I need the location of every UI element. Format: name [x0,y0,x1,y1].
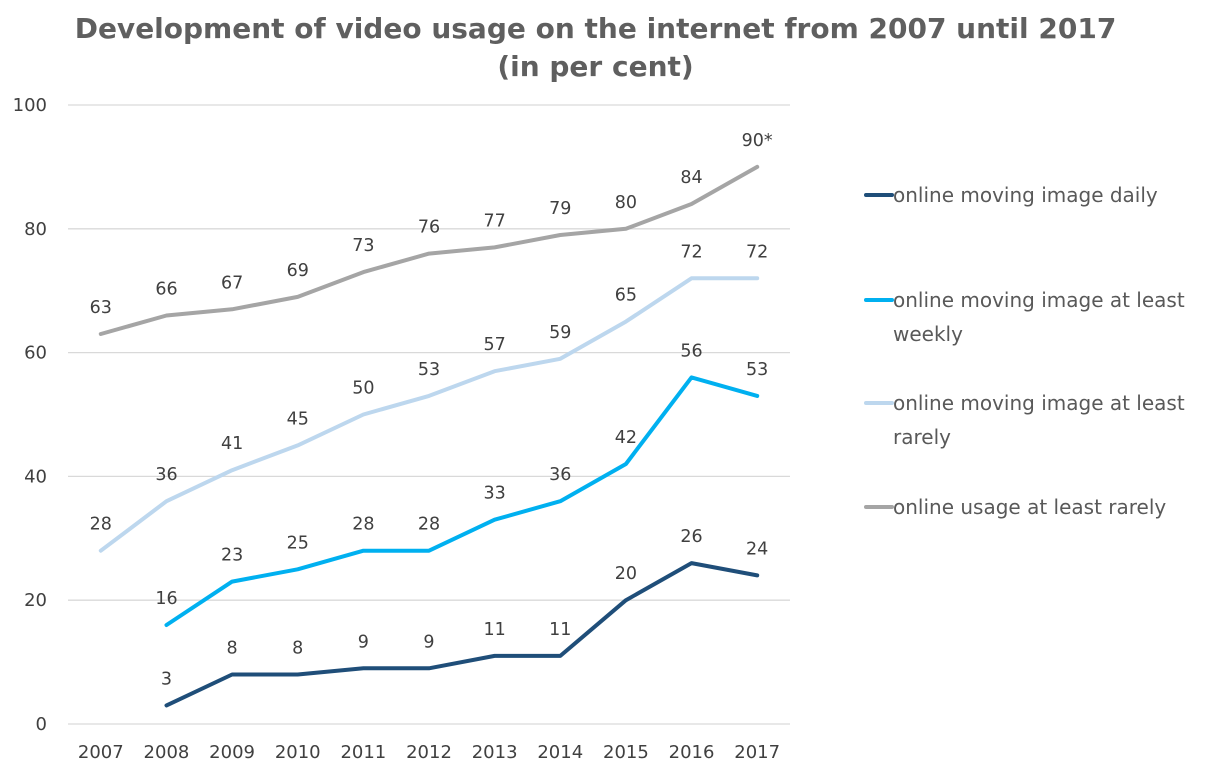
series-4-data-label: 76 [418,218,440,238]
series-4-data-label: 79 [549,199,571,219]
series-4-data-label: 80 [615,193,637,213]
chart-title-line-2: (in per cent) [497,50,694,83]
series-2-data-label: 16 [155,589,177,609]
data-labels: 3 8 8 9 9 11 11 20 26 24 16 23 25 28 28 33 36 42 56 53 28 36 4… [90,131,773,690]
series-3-data-label: 36 [155,465,177,485]
series-3-data-label: 72 [680,242,702,262]
series-2-data-label: 28 [352,515,374,535]
series-3-data-label: 59 [549,323,571,343]
series-2-data-label: 36 [549,465,571,485]
series-1-data-label: 26 [680,527,702,547]
series-1-data-label: 11 [549,620,571,640]
series-2-data-label: 23 [221,546,243,566]
series-4-data-label: 63 [90,298,112,318]
series-1-data-label: 9 [358,632,369,652]
x-tick-label: 2014 [537,742,583,763]
legend-label: online moving image at least [893,288,1185,312]
legend-item-2: online moving image at least weekly [864,288,1185,346]
series-1-data-label: 24 [746,539,768,559]
series-3-data-label: 57 [483,335,505,355]
series-3-line [98,276,760,553]
series-2-data-label: 33 [483,484,505,504]
legend: online moving image daily online moving i… [864,183,1185,519]
series-1-data-label: 20 [615,564,637,584]
gridlines [68,104,790,725]
x-tick-label: 2011 [340,742,386,763]
legend-label: online moving image at least [893,391,1185,415]
x-tick-label: 2017 [734,742,780,763]
legend-item-3: online moving image at least rarely [864,391,1185,449]
series-4-data-label: 67 [221,273,243,293]
x-tick-label: 2009 [209,742,255,763]
series-3-data-label: 45 [287,409,309,429]
series-3-data-label: 72 [746,242,768,262]
y-tick-label: 80 [24,219,47,240]
legend-item-4: online usage at least rarely [864,495,1166,519]
y-tick-label: 20 [24,590,47,611]
y-tick-label: 0 [36,714,47,735]
series-3-data-label: 53 [418,360,440,380]
series-4-data-label: 84 [680,168,702,188]
y-tick-label: 40 [24,466,47,487]
series-1-line [164,561,760,708]
x-tick-label: 2007 [78,742,124,763]
x-tick-label: 2015 [603,742,649,763]
series-2-data-label: 42 [615,428,637,448]
x-tick-label: 2008 [144,742,190,763]
series-4-data-label: 73 [352,236,374,256]
chart-title-line-1: Development of video usage on the intern… [74,12,1117,45]
series-2-data-label: 56 [680,341,702,361]
series-4-data-label: 77 [483,211,505,231]
legend-label: rarely [893,425,951,449]
chart-title: Development of video usage on the intern… [0,10,1191,86]
legend-label: weekly [893,322,963,346]
series-4-data-label: 90* [742,131,773,151]
series-4-data-label: 69 [287,261,309,281]
series-3-data-label: 50 [352,379,374,399]
series-1-data-label: 11 [483,620,505,640]
legend-item-1: online moving image daily [864,183,1158,207]
series-4-data-label: 66 [155,279,177,299]
legend-label: online moving image daily [893,183,1158,207]
series-2-data-label: 53 [746,360,768,380]
legend-label: online usage at least rarely [893,495,1166,519]
y-tick-label: 60 [24,343,47,364]
series-1-data-label: 9 [423,632,434,652]
series-2-data-label: 25 [287,533,309,553]
x-tick-label: 2016 [669,742,715,763]
series-4-line [98,164,760,336]
series-lines [98,164,760,708]
y-tick-label: 100 [13,95,47,116]
x-tick-label: 2013 [472,742,518,763]
x-tick-label: 2010 [275,742,321,763]
series-3-data-label: 28 [90,515,112,535]
series-1-data-label: 8 [292,638,303,658]
series-1-data-label: 3 [161,669,172,689]
x-tick-label: 2012 [406,742,452,763]
series-2-data-label: 28 [418,515,440,535]
series-3-data-label: 41 [221,434,243,454]
series-3-data-label: 65 [615,286,637,306]
series-2-line [164,375,760,627]
series-1-data-label: 8 [227,638,238,658]
